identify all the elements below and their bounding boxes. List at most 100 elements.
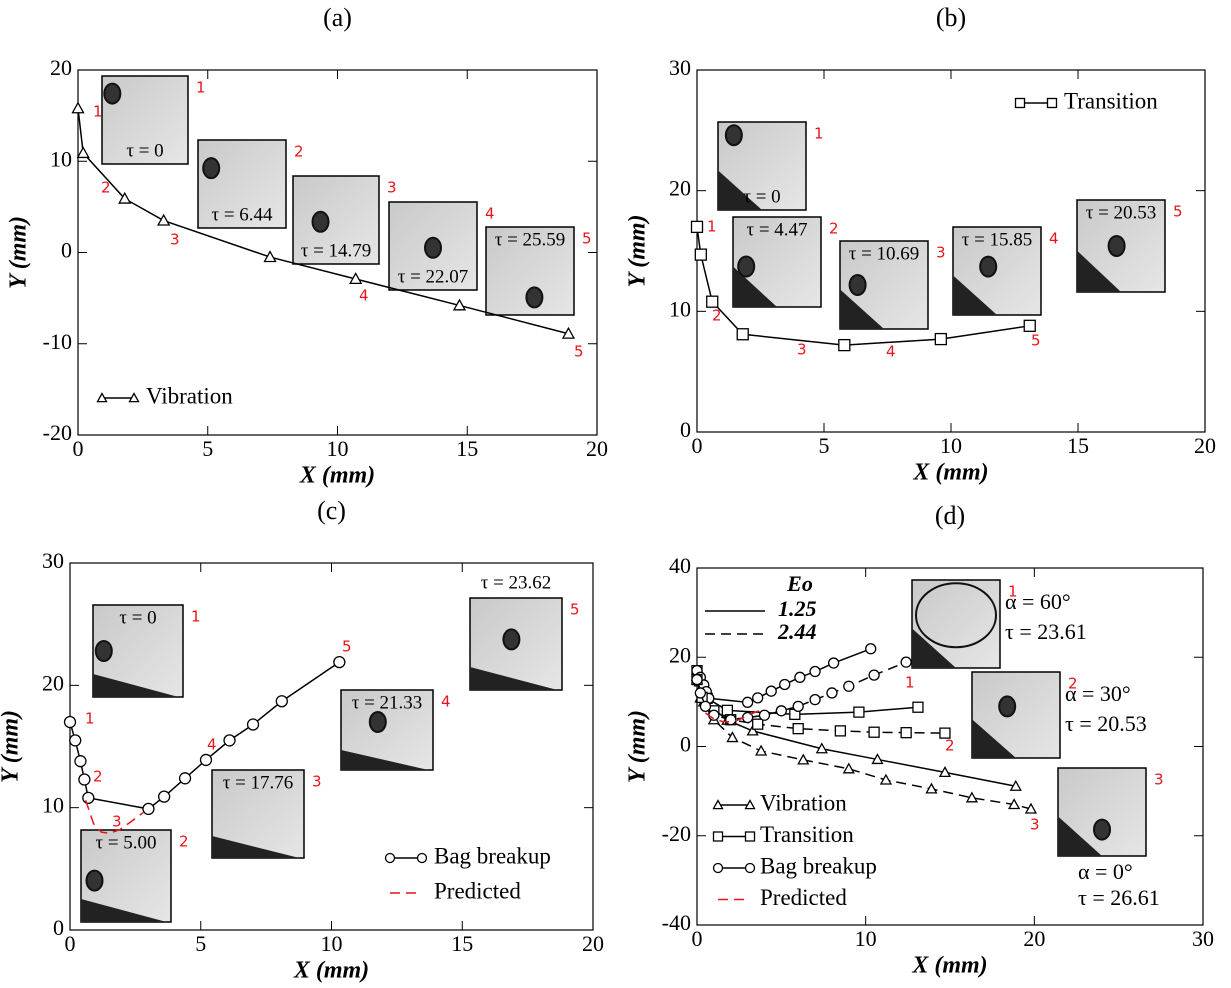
- y-tick-label: 20: [42, 670, 64, 695]
- y-tick-label: -10: [43, 329, 72, 354]
- marker: [834, 725, 847, 737]
- inset-number: 2: [829, 220, 839, 238]
- inset-drop: [998, 695, 1017, 718]
- marker: [118, 191, 132, 204]
- marker: [925, 782, 938, 794]
- inset-number: 2: [1068, 675, 1078, 693]
- point-label: 2: [101, 179, 111, 197]
- marker: [63, 715, 77, 729]
- y-tick-label: 0: [680, 732, 691, 757]
- marker: [712, 862, 724, 874]
- inset-drop: [848, 274, 867, 296]
- inset-number: 3: [312, 773, 322, 791]
- inset-tau: τ = 17.76: [223, 772, 294, 793]
- marker: [199, 753, 213, 767]
- marker: [706, 295, 719, 308]
- line-legend-title: Eo: [786, 571, 813, 596]
- point-label: 3: [1030, 816, 1040, 834]
- inset-wall: [81, 899, 167, 922]
- x-tick-label: 10: [321, 931, 343, 956]
- marker: [157, 213, 171, 226]
- marker: [815, 742, 828, 754]
- series-line: [84, 800, 144, 835]
- inset-tau: τ = 25.59: [495, 229, 566, 250]
- inset-tau: τ = 0: [119, 607, 156, 628]
- inset-wall: [912, 628, 956, 668]
- marker: [246, 718, 260, 731]
- y-tick-label: 20: [50, 55, 72, 80]
- point-label: 4: [359, 287, 369, 305]
- marker: [223, 734, 236, 747]
- marker: [752, 718, 764, 730]
- inset-number: 2: [179, 833, 189, 851]
- marker: [865, 643, 877, 655]
- inset-tau: τ = 4.47: [746, 219, 807, 240]
- inset-tau: τ = 5.00: [95, 832, 156, 853]
- legend-label: Bag breakup: [434, 843, 551, 868]
- point-label: 1: [707, 218, 717, 236]
- x-axis-label: X (mm): [911, 953, 987, 979]
- point-label: 5: [574, 343, 584, 361]
- series-line: [77, 108, 569, 335]
- marker: [779, 678, 791, 691]
- marker: [74, 755, 87, 768]
- line-legend-label: 2.44: [777, 619, 817, 644]
- inset-drop: [724, 124, 743, 147]
- marker: [827, 657, 840, 669]
- legend-label: Transition: [760, 822, 854, 847]
- marker: [178, 772, 192, 785]
- y-tick-label: 10: [50, 146, 72, 171]
- inset-drop: [202, 157, 221, 180]
- panel-title: (a): [323, 3, 352, 32]
- marker: [452, 298, 467, 311]
- x-tick-label: 0: [692, 433, 703, 458]
- y-tick-label: 10: [669, 296, 691, 321]
- point-label: 3: [112, 813, 122, 831]
- y-tick-label: 40: [669, 553, 691, 578]
- marker: [744, 799, 756, 810]
- inset-drop: [311, 210, 330, 233]
- x-tick-label: 30: [1192, 926, 1214, 951]
- marker: [758, 709, 771, 721]
- marker: [1046, 97, 1058, 109]
- marker: [561, 326, 576, 339]
- inset-drop: [979, 255, 998, 278]
- inset-tau: τ = 0: [743, 186, 780, 207]
- legend-label: Vibration: [760, 790, 847, 815]
- marker: [744, 862, 756, 874]
- y-tick-label: -40: [662, 910, 691, 935]
- marker: [736, 328, 749, 341]
- marker: [1009, 779, 1022, 791]
- inset-tau: τ = 21.33: [352, 692, 423, 713]
- x-tick-label: 15: [451, 931, 473, 956]
- x-tick-label: 0: [692, 926, 703, 951]
- x-tick-label: 20: [1194, 433, 1216, 458]
- inset-tau: τ = 0: [126, 140, 163, 161]
- marker: [809, 665, 821, 678]
- marker: [765, 685, 777, 697]
- point-label: 1: [93, 103, 103, 121]
- marker: [76, 146, 90, 159]
- inset-number: 2: [294, 143, 304, 161]
- inset-number: 5: [570, 601, 580, 619]
- inset-alpha: α = 0°: [1078, 859, 1133, 884]
- y-tick-label: -20: [662, 821, 691, 846]
- x-tick-label: 10: [855, 926, 877, 951]
- inset-tau: τ = 6.44: [211, 204, 273, 225]
- marker: [349, 272, 363, 285]
- inset-drop: [737, 255, 756, 278]
- x-tick-label: 5: [202, 436, 213, 461]
- x-tick-label: 10: [327, 436, 349, 461]
- marker: [333, 655, 346, 669]
- x-axis-label: X (mm): [299, 463, 375, 489]
- inset-wall: [840, 289, 884, 329]
- marker: [900, 727, 912, 739]
- x-tick-label: 15: [456, 436, 478, 461]
- panel-title: (b): [936, 3, 966, 32]
- marker: [934, 332, 947, 346]
- marker: [754, 744, 768, 756]
- marker: [838, 338, 851, 352]
- y-axis-label: Y (mm): [6, 216, 32, 289]
- x-tick-label: 5: [195, 931, 206, 956]
- inset-tau: τ = 15.85: [962, 229, 1033, 250]
